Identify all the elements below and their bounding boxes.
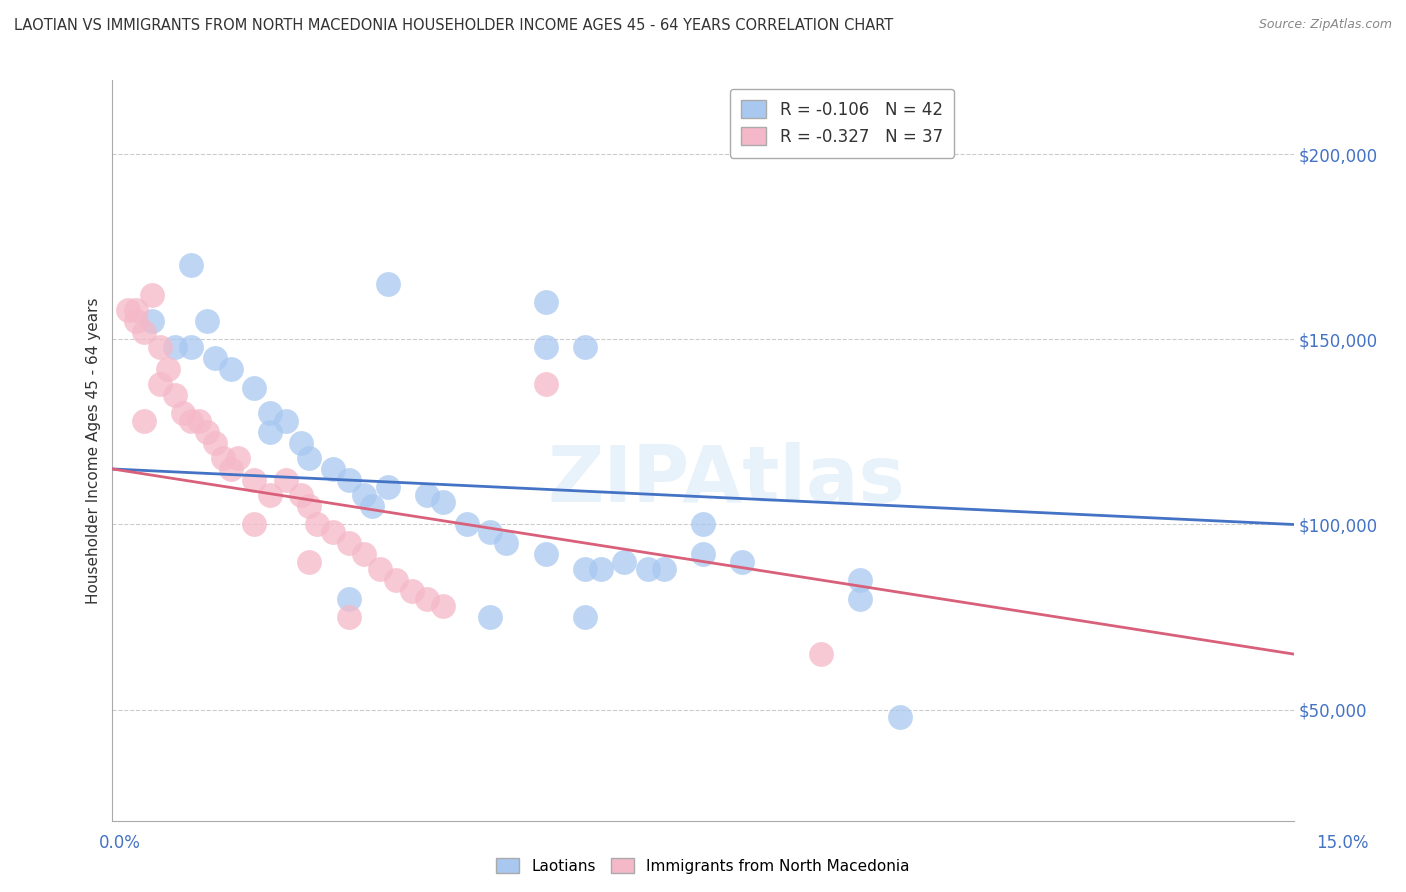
- Point: [322, 524, 344, 539]
- Point: [692, 517, 714, 532]
- Point: [188, 414, 211, 428]
- Point: [243, 517, 266, 532]
- Point: [259, 488, 281, 502]
- Text: 0.0%: 0.0%: [98, 834, 141, 852]
- Point: [298, 499, 321, 513]
- Text: ZIPAtlas: ZIPAtlas: [548, 442, 905, 518]
- Point: [495, 536, 517, 550]
- Point: [259, 407, 281, 421]
- Point: [368, 562, 391, 576]
- Point: [479, 524, 502, 539]
- Point: [204, 351, 226, 365]
- Point: [416, 591, 439, 606]
- Point: [259, 425, 281, 439]
- Point: [534, 547, 557, 561]
- Point: [849, 573, 872, 587]
- Point: [141, 288, 163, 302]
- Point: [290, 436, 312, 450]
- Point: [219, 362, 242, 376]
- Point: [432, 599, 454, 613]
- Point: [298, 554, 321, 569]
- Point: [243, 473, 266, 487]
- Point: [180, 259, 202, 273]
- Point: [243, 380, 266, 394]
- Point: [613, 554, 636, 569]
- Point: [141, 314, 163, 328]
- Point: [534, 340, 557, 354]
- Point: [337, 536, 360, 550]
- Point: [377, 277, 399, 291]
- Point: [228, 450, 250, 465]
- Point: [180, 414, 202, 428]
- Point: [149, 376, 172, 391]
- Point: [117, 302, 139, 317]
- Point: [401, 584, 423, 599]
- Point: [589, 562, 612, 576]
- Y-axis label: Householder Income Ages 45 - 64 years: Householder Income Ages 45 - 64 years: [86, 297, 101, 604]
- Point: [322, 462, 344, 476]
- Point: [165, 340, 187, 354]
- Point: [353, 547, 375, 561]
- Point: [165, 388, 187, 402]
- Point: [125, 302, 148, 317]
- Point: [637, 562, 659, 576]
- Point: [172, 407, 194, 421]
- Point: [307, 517, 329, 532]
- Point: [195, 314, 218, 328]
- Point: [298, 450, 321, 465]
- Point: [353, 488, 375, 502]
- Point: [195, 425, 218, 439]
- Legend: R = -0.106   N = 42, R = -0.327   N = 37: R = -0.106 N = 42, R = -0.327 N = 37: [730, 88, 955, 158]
- Point: [337, 610, 360, 624]
- Point: [274, 473, 297, 487]
- Point: [132, 414, 155, 428]
- Point: [534, 295, 557, 310]
- Point: [132, 325, 155, 339]
- Point: [534, 376, 557, 391]
- Text: LAOTIAN VS IMMIGRANTS FROM NORTH MACEDONIA HOUSEHOLDER INCOME AGES 45 - 64 YEARS: LAOTIAN VS IMMIGRANTS FROM NORTH MACEDON…: [14, 18, 893, 33]
- Point: [574, 340, 596, 354]
- Point: [416, 488, 439, 502]
- Point: [290, 488, 312, 502]
- Point: [337, 591, 360, 606]
- Point: [125, 314, 148, 328]
- Point: [361, 499, 384, 513]
- Point: [652, 562, 675, 576]
- Point: [692, 547, 714, 561]
- Point: [731, 554, 754, 569]
- Point: [889, 710, 911, 724]
- Point: [156, 362, 179, 376]
- Point: [377, 480, 399, 494]
- Point: [385, 573, 408, 587]
- Point: [219, 462, 242, 476]
- Point: [479, 610, 502, 624]
- Point: [432, 495, 454, 509]
- Text: 15.0%: 15.0%: [1316, 834, 1369, 852]
- Legend: Laotians, Immigrants from North Macedonia: Laotians, Immigrants from North Macedoni…: [491, 852, 915, 880]
- Point: [274, 414, 297, 428]
- Point: [849, 591, 872, 606]
- Point: [810, 647, 832, 661]
- Point: [211, 450, 233, 465]
- Point: [574, 610, 596, 624]
- Point: [456, 517, 478, 532]
- Point: [337, 473, 360, 487]
- Point: [180, 340, 202, 354]
- Text: Source: ZipAtlas.com: Source: ZipAtlas.com: [1258, 18, 1392, 31]
- Point: [204, 436, 226, 450]
- Point: [149, 340, 172, 354]
- Point: [574, 562, 596, 576]
